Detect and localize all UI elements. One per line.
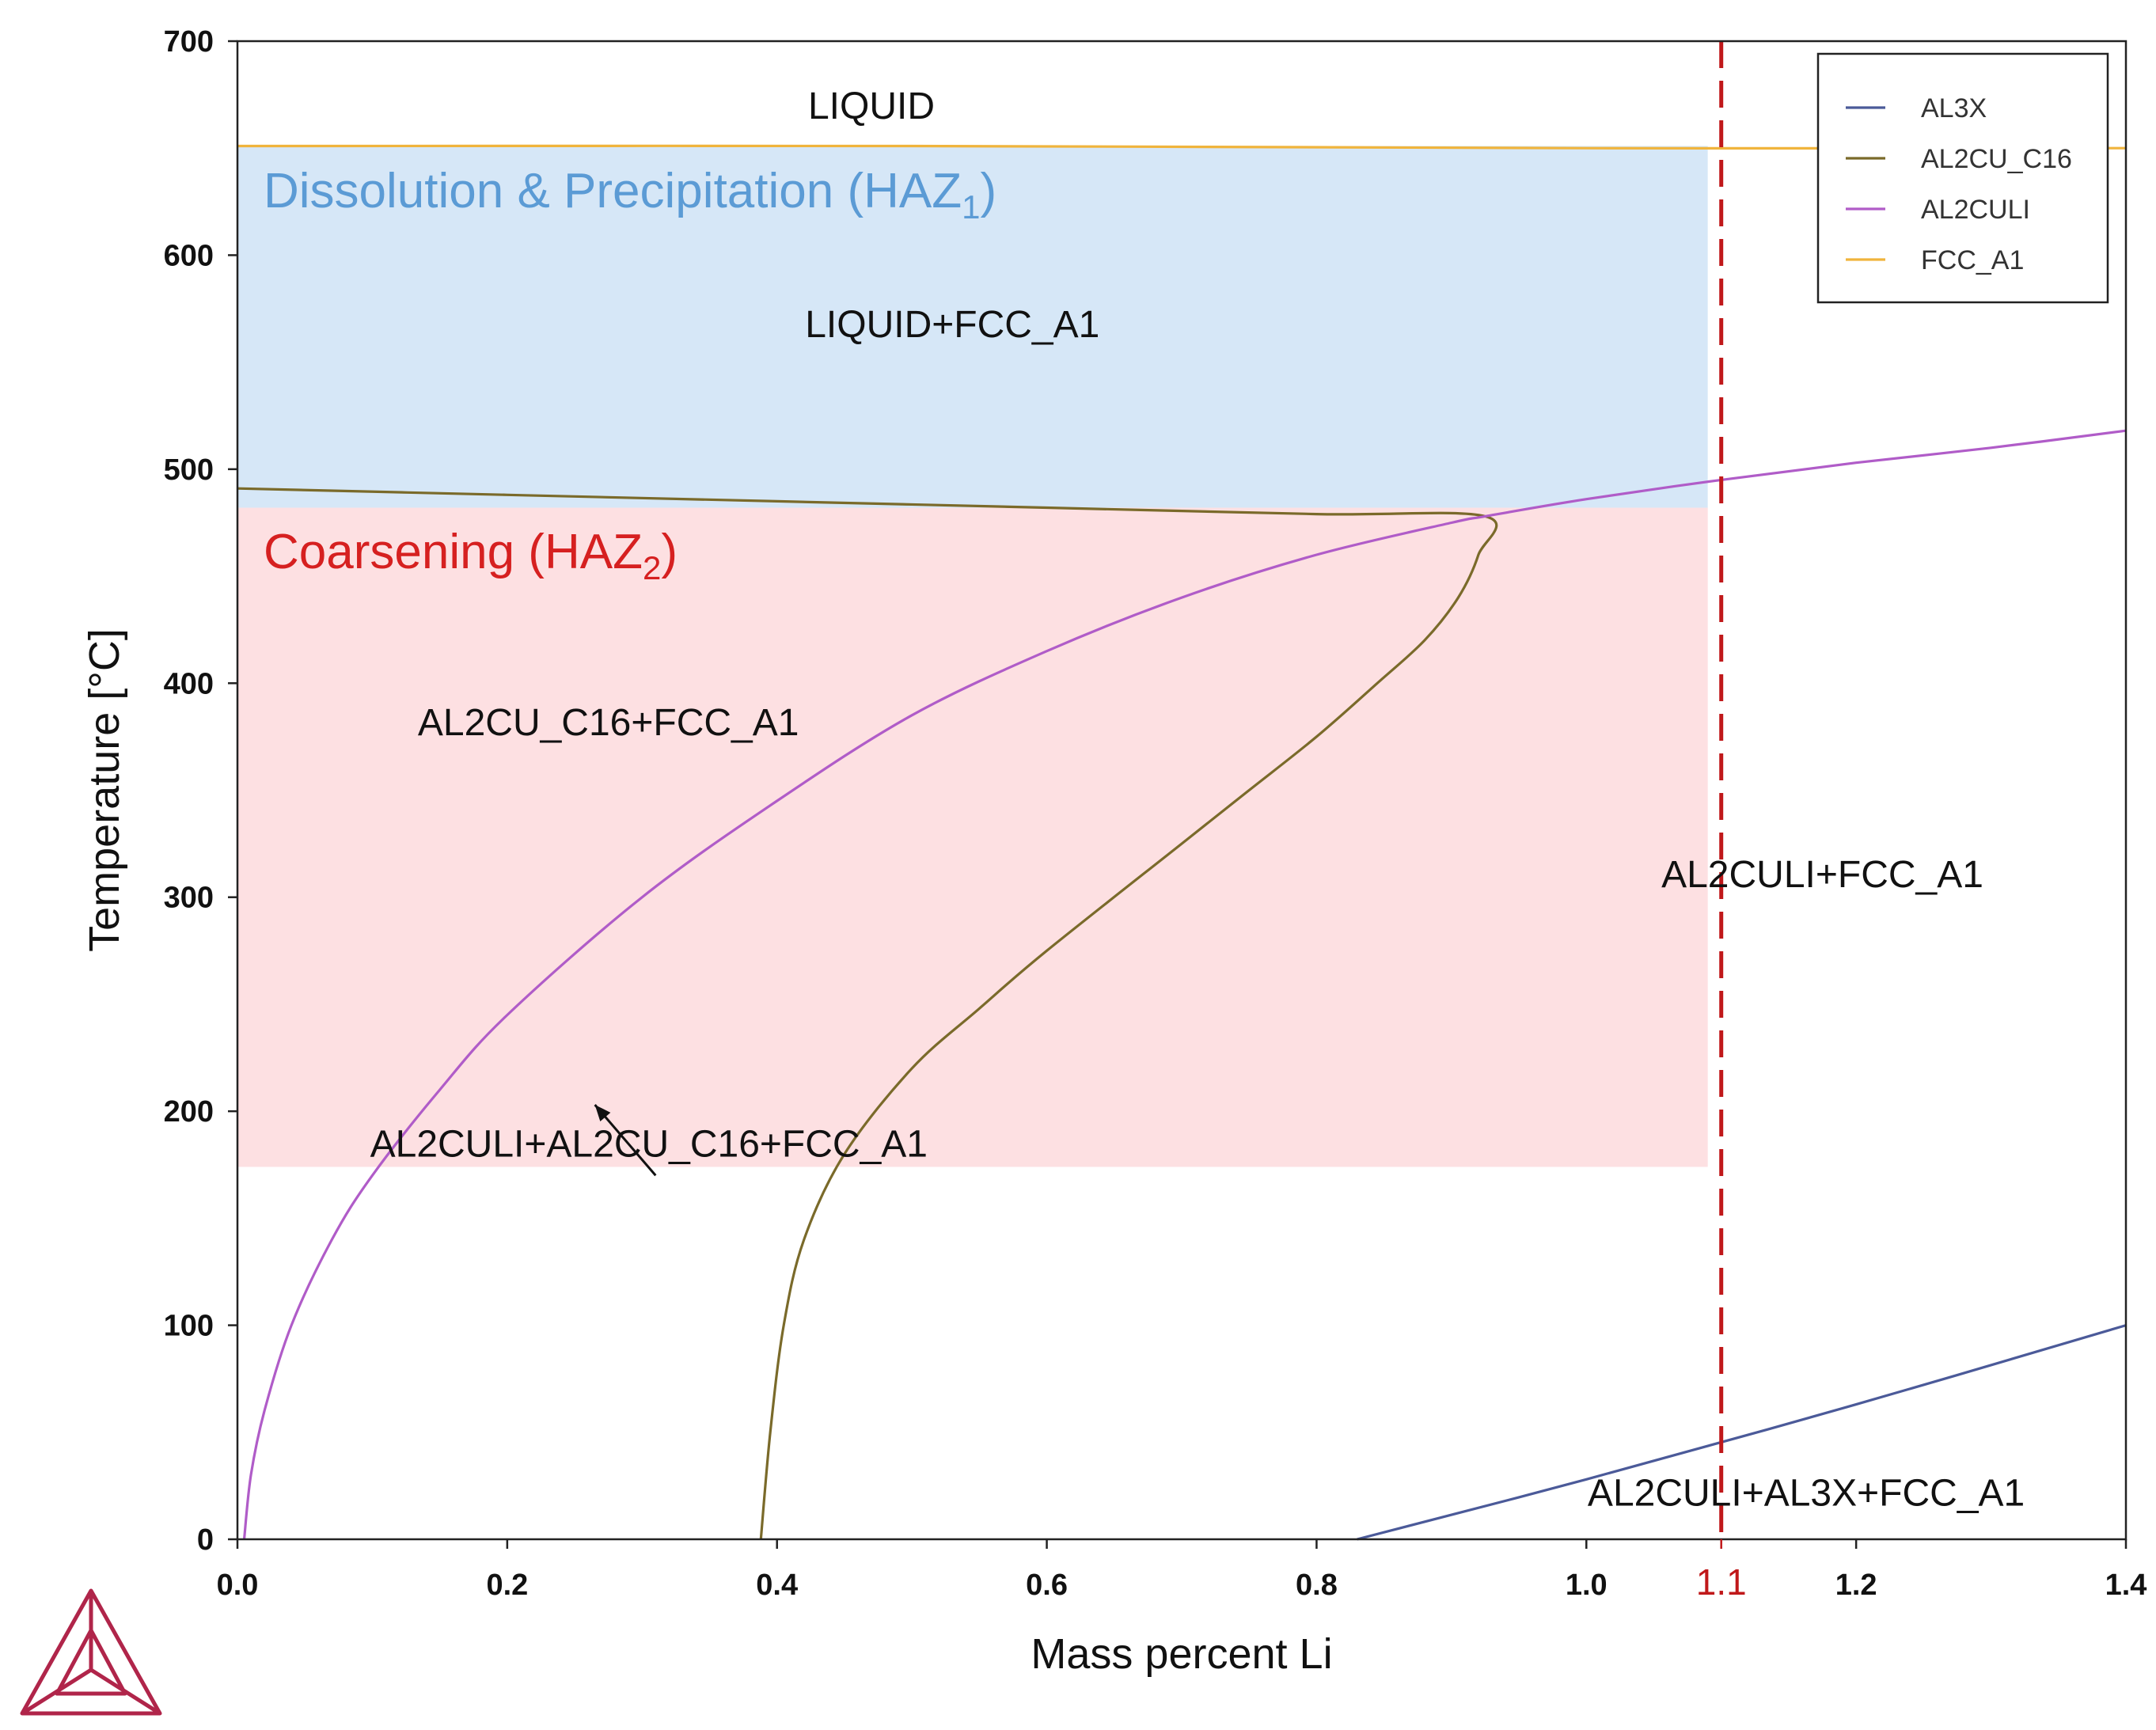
y-tick-label: 300 <box>164 882 214 915</box>
labels-layer: LIQUID LIQUID+FCC_A1 AL2CU_C16+FCC_A1 AL2CU… <box>264 85 2025 1514</box>
phase-label: AL2CULI+AL3X+FCC_A1 <box>1588 1473 2025 1515</box>
x-tick-label: 0.2 <box>486 1569 528 1602</box>
y-tick-label: 100 <box>164 1310 214 1343</box>
y-tick-label: 500 <box>164 453 214 487</box>
x-tick-label: 0.8 <box>1296 1569 1338 1602</box>
phase-label: LIQUID+FCC_A1 <box>805 304 1099 346</box>
y-tick-label: 0 <box>197 1523 214 1557</box>
phase-label: AL2CULI+AL2CU_C16+FCC_A1 <box>370 1124 928 1166</box>
zone-label-haz2: Coarsening (HAZ2) <box>264 525 678 586</box>
region-haz1 <box>237 146 1708 508</box>
y-tick-label: 400 <box>164 667 214 700</box>
x-tick-label: 0.0 <box>217 1569 259 1602</box>
zone-label-haz1: Dissolution & Precipitation (HAZ1) <box>264 164 996 226</box>
regions-layer <box>237 146 1708 1167</box>
series-line-al3x <box>1357 1324 2127 1541</box>
y-tick-label: 700 <box>164 25 214 59</box>
legend-box <box>1816 52 2109 304</box>
legend-label-al2culi: AL2CULI <box>1921 195 2030 225</box>
x-tick-label: 1.2 <box>1835 1569 1877 1602</box>
series-line-al2culi <box>242 429 2127 1540</box>
x-tick-label: 0.4 <box>756 1569 798 1602</box>
x-tick-label: 1.4 <box>2105 1569 2147 1602</box>
annotation-arrow-head <box>594 1105 611 1121</box>
legend-label-al3x: AL3X <box>1921 93 1987 123</box>
phase-label: AL2CU_C16+FCC_A1 <box>418 702 799 744</box>
x-axis-title: Mass percent Li <box>1031 1630 1332 1678</box>
thermo-calc-logo-icon <box>20 1588 162 1716</box>
y-tick-label: 200 <box>164 1095 214 1129</box>
region-haz2 <box>237 507 1708 1167</box>
y-axis-title: Temperature [°C] <box>81 628 128 952</box>
phase-label: AL2CULI+FCC_A1 <box>1661 854 1983 896</box>
x-tick-label: 1.0 <box>1566 1569 1608 1602</box>
phase-label: LIQUID <box>808 85 935 127</box>
series-line-al2cu_c16 <box>237 487 1498 1540</box>
x-tick-label-marker: 1.1 <box>1696 1561 1747 1603</box>
axes-layer: 0.0 0.2 0.4 0.6 0.8 1.0 1.2 1.4 1.1 0 100 200 300 400… <box>81 25 2147 1678</box>
legend-label-fcc_a1: FCC_A1 <box>1921 245 2024 275</box>
legend-layer: AL3X AL2CU_C16 AL2CULI FCC_A1 <box>1816 52 2109 304</box>
y-tick-label: 600 <box>164 239 214 272</box>
legend-label-al2cu_c16: AL2CU_C16 <box>1921 144 2072 174</box>
x-tick-label: 0.6 <box>1026 1569 1068 1602</box>
plot-frame <box>236 40 2128 1541</box>
